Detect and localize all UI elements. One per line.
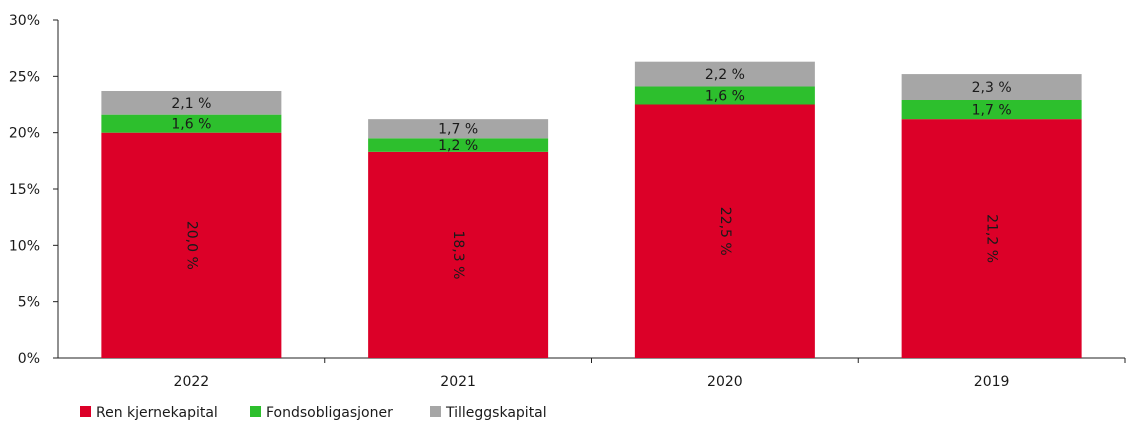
bar-segment — [901, 99, 1082, 120]
x-axis: 2022 2021 2020 2019 — [58, 357, 1126, 390]
bar-segment — [634, 104, 815, 358]
y-tick-label: 20% — [9, 126, 40, 142]
data-label: 21,2 % — [984, 214, 1000, 263]
y-tick-label: 10% — [9, 238, 40, 254]
data-label: 2,1 % — [171, 96, 211, 112]
data-label: 1,7 % — [438, 122, 478, 138]
x-tick-label: 2020 — [707, 374, 743, 390]
bar-segment — [368, 151, 549, 358]
y-tick-label: 15% — [9, 182, 40, 198]
data-label: 20,0 % — [183, 221, 199, 270]
data-label: 1,2 % — [438, 138, 478, 154]
data-label: 1,6 % — [171, 117, 211, 133]
y-tick-label: 25% — [9, 69, 40, 85]
x-tick-label: 2019 — [974, 374, 1010, 390]
bar-segment — [634, 86, 815, 105]
y-tick-label: 5% — [18, 295, 40, 311]
legend: Ren kjernekapital Fondsobligasjoner Tilleg… — [80, 405, 547, 421]
bar-segment — [101, 132, 282, 358]
bar-segment — [368, 119, 549, 139]
bars — [101, 61, 1082, 358]
data-labels: 20,0 %1,6 %2,1 %18,3 %1,2 %1,7 %22,5 %1,… — [171, 67, 1011, 279]
y-tick-label: 30% — [9, 13, 40, 29]
data-label: 22,5 % — [717, 207, 733, 256]
data-label: 1,6 % — [705, 88, 745, 104]
bar-segment — [901, 119, 1082, 358]
bar-segment — [101, 114, 282, 133]
y-tick-label: 0% — [18, 351, 40, 367]
legend-swatch — [80, 406, 91, 417]
legend-swatch — [430, 406, 441, 417]
bar-segment — [368, 138, 549, 152]
data-label: 2,3 % — [972, 80, 1012, 96]
legend-label: Ren kjernekapital — [96, 405, 218, 421]
data-label: 1,7 % — [972, 103, 1012, 119]
x-tick-label: 2022 — [174, 374, 210, 390]
legend-label: Tilleggskapital — [445, 405, 547, 421]
bar-segment — [634, 61, 815, 87]
x-tick-label: 2021 — [440, 374, 476, 390]
data-label: 2,2 % — [705, 67, 745, 83]
bar-segment — [901, 74, 1082, 100]
bar-segment — [101, 90, 282, 115]
legend-label: Fondsobligasjoner — [266, 405, 393, 421]
data-label: 18,3 % — [450, 230, 466, 279]
y-axis: 0% 5% 10% 15% 20% 25% 30% — [9, 13, 59, 367]
legend-swatch — [250, 406, 261, 417]
